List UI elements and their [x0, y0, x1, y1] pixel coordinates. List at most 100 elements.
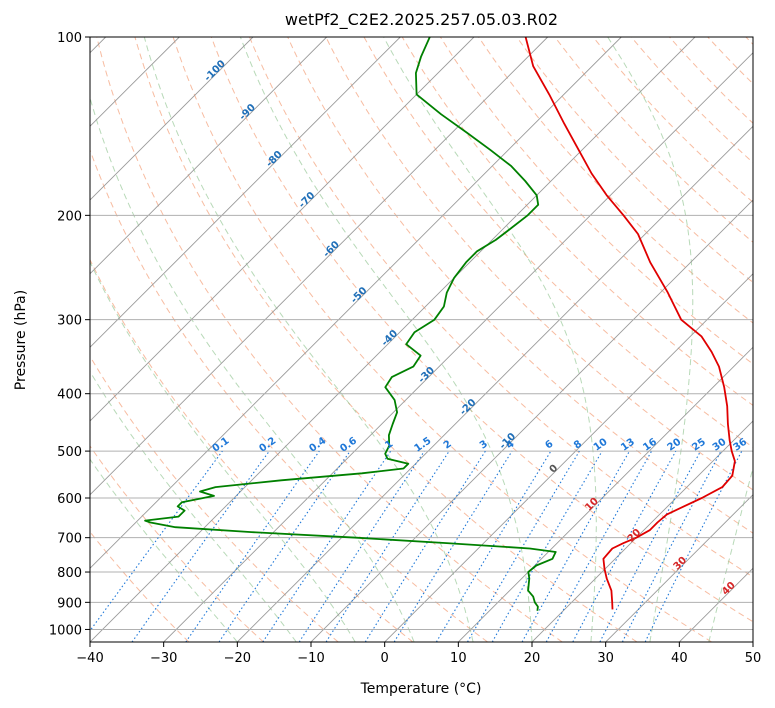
y-axis: 1000 900 800 700 600 500 400 300 200 100 — [49, 31, 90, 638]
sounding-series — [144, 37, 736, 611]
isotherm-label: 40 — [720, 580, 738, 598]
isotherm-label: -80 — [264, 149, 285, 170]
isotherm-line — [90, 37, 328, 275]
dry-adiabat — [669, 37, 753, 124]
moist-adiabat — [90, 370, 297, 642]
isotherm-line — [163, 52, 753, 642]
isotherm-label: -10 — [498, 431, 519, 452]
dry-adiabat — [592, 37, 753, 203]
dry-adiabat — [90, 148, 488, 642]
x-tick-label: 20 — [524, 651, 541, 666]
moist-adiabat — [90, 458, 238, 642]
isotherm-line — [531, 420, 753, 642]
y-tick-label: 700 — [57, 532, 82, 547]
dry-adiabat — [90, 355, 339, 642]
y-axis-label: Pressure (hPa) — [13, 290, 29, 390]
mixing-ratio-line — [435, 450, 552, 642]
isotherm-line — [90, 37, 254, 201]
moist-adiabat — [383, 37, 597, 642]
mixing-ratio-label: 1.5 — [413, 435, 434, 454]
x-tick-label: 50 — [745, 651, 762, 666]
mixing-ratio-label: 6 — [543, 439, 555, 452]
dry-adiabat — [96, 37, 563, 642]
mixing-ratio-line — [185, 450, 320, 642]
isotherm-line — [90, 37, 401, 348]
mixing-ratio-label: 3 — [478, 439, 490, 452]
moist-adiabat — [708, 466, 753, 642]
dry-adiabat — [90, 445, 264, 642]
x-tick-label: 30 — [597, 651, 614, 666]
dry-adiabat — [325, 37, 753, 491]
temperature-profile — [524, 37, 736, 610]
mixing-ratio-label: 8 — [572, 439, 584, 452]
isotherm-line — [90, 37, 696, 642]
mixing-ratio-label: 0.4 — [307, 435, 328, 454]
mixing-ratio-line — [298, 450, 425, 642]
y-tick-label: 400 — [57, 388, 82, 403]
isotherm-line — [90, 37, 475, 422]
dry-adiabat — [363, 37, 753, 448]
dry-adiabat — [210, 37, 753, 623]
x-tick-label: −40 — [76, 651, 103, 666]
moist-adiabat — [239, 37, 533, 642]
y-tick-label: 800 — [57, 566, 82, 581]
mixing-ratio-line — [364, 450, 486, 642]
isotherm-label: -90 — [237, 102, 258, 123]
isotherm-line — [457, 346, 753, 642]
dewpoint-profile — [144, 37, 557, 611]
dry-adiabat — [745, 37, 753, 46]
isotherm-label: -100 — [202, 58, 228, 84]
y-tick-label: 900 — [57, 596, 82, 611]
x-tick-label: −30 — [150, 651, 177, 666]
y-tick-label: 300 — [57, 314, 82, 329]
mixing-ratio-line — [325, 450, 450, 642]
x-tick-label: 40 — [671, 651, 688, 666]
dry-adiabat — [707, 37, 753, 85]
mixing-ratio-line — [521, 450, 630, 642]
isotherm-label: 30 — [672, 555, 690, 573]
background-lines — [90, 37, 753, 642]
moist-adiabat — [90, 260, 356, 642]
isotherm-label: -60 — [321, 239, 342, 260]
isotherm-label: -50 — [349, 285, 370, 306]
dry-adiabat — [401, 37, 753, 406]
mixing-ratio-line — [131, 450, 270, 642]
isotherm-label: -40 — [380, 328, 401, 349]
mixing-ratio-line — [218, 450, 351, 642]
dry-adiabat — [172, 37, 712, 642]
mixing-ratio-label: 0.6 — [338, 435, 359, 454]
isotherm-line — [384, 273, 753, 642]
dry-adiabat — [287, 37, 753, 534]
dry-adiabat — [554, 37, 753, 243]
isotherm-line — [605, 494, 753, 642]
mixing-ratio-line — [545, 450, 653, 642]
plot-frame — [89, 36, 754, 643]
dry-adiabat — [90, 258, 414, 642]
dry-adiabat — [630, 37, 753, 164]
mixing-ratio-label: 0.1 — [211, 435, 232, 454]
isotherm-label: -30 — [417, 365, 438, 386]
x-axis-label: Temperature (°C) — [360, 681, 482, 697]
isotherm-line — [90, 37, 622, 569]
moist-adiabat — [143, 37, 474, 642]
x-tick-label: 0 — [381, 651, 389, 666]
y-tick-label: 1000 — [49, 623, 82, 638]
mixing-ratio-label: 2 — [442, 439, 454, 452]
mixing-ratio-line — [90, 450, 223, 632]
moist-adiabat — [607, 37, 694, 642]
x-tick-label: −20 — [224, 651, 251, 666]
mixing-ratio-line — [393, 450, 513, 642]
dry-adiabat — [439, 37, 753, 365]
y-tick-label: 500 — [57, 445, 82, 460]
x-tick-label: 10 — [450, 651, 467, 666]
isotherm-label: 0 — [548, 463, 561, 476]
chart-title: wetPf2_C2E2.2025.257.05.03.R02 — [284, 10, 559, 29]
x-tick-label: −10 — [297, 651, 324, 666]
isotherm-label: 20 — [626, 527, 644, 545]
mixing-ratio-line — [572, 450, 677, 642]
y-tick-label: 200 — [57, 209, 82, 224]
dry-adiabat — [134, 37, 638, 642]
isotherm-line — [752, 641, 753, 642]
mixing-ratio-line — [467, 450, 580, 642]
isotherm-line — [236, 125, 753, 642]
